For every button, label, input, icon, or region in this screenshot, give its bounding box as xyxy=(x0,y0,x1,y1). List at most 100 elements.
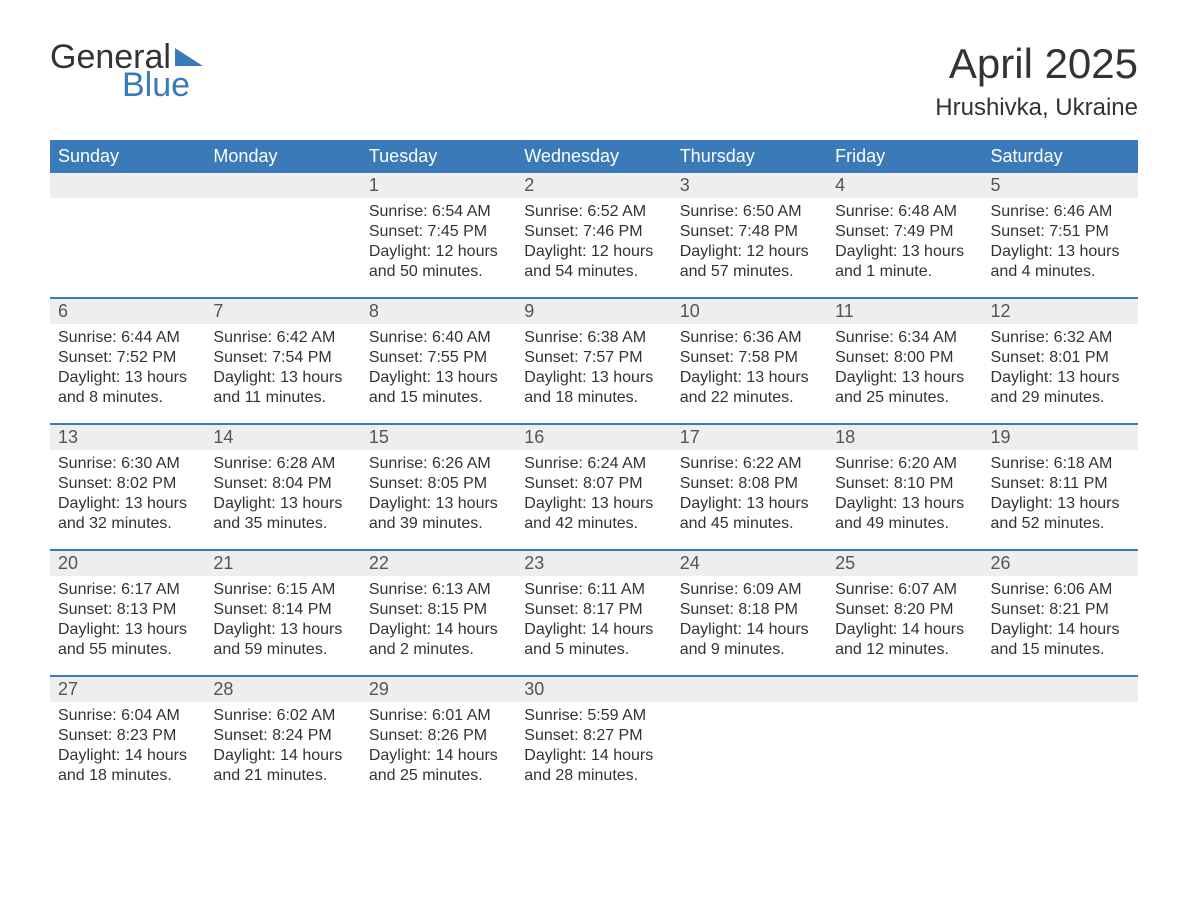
day-content-cell: Sunrise: 6:20 AMSunset: 8:10 PMDaylight:… xyxy=(827,450,982,550)
day-content-cell: Sunrise: 6:15 AMSunset: 8:14 PMDaylight:… xyxy=(205,576,360,676)
sunrise-text: Sunrise: 6:04 AM xyxy=(58,706,197,726)
day-header: Saturday xyxy=(983,140,1138,173)
day-number-cell: 17 xyxy=(672,424,827,450)
week-daynum-row: 6789101112 xyxy=(50,298,1138,324)
daylight-text: Daylight: 12 hours and 50 minutes. xyxy=(369,242,508,282)
day-number-cell: 4 xyxy=(827,173,982,198)
day-content-cell: Sunrise: 6:01 AMSunset: 8:26 PMDaylight:… xyxy=(361,702,516,802)
day-header: Sunday xyxy=(50,140,205,173)
week-daynum-row: 20212223242526 xyxy=(50,550,1138,576)
sunset-text: Sunset: 8:08 PM xyxy=(680,474,819,494)
day-content-cell: Sunrise: 6:22 AMSunset: 8:08 PMDaylight:… xyxy=(672,450,827,550)
daylight-text: Daylight: 13 hours and 52 minutes. xyxy=(991,494,1130,534)
day-number-cell: 21 xyxy=(205,550,360,576)
sunrise-text: Sunrise: 6:20 AM xyxy=(835,454,974,474)
daylight-text: Daylight: 14 hours and 25 minutes. xyxy=(369,746,508,786)
sunset-text: Sunset: 8:17 PM xyxy=(524,600,663,620)
sunset-text: Sunset: 8:14 PM xyxy=(213,600,352,620)
sunset-text: Sunset: 7:52 PM xyxy=(58,348,197,368)
sunset-text: Sunset: 7:54 PM xyxy=(213,348,352,368)
daylight-text: Daylight: 13 hours and 22 minutes. xyxy=(680,368,819,408)
sunset-text: Sunset: 8:27 PM xyxy=(524,726,663,746)
daylight-text: Daylight: 14 hours and 18 minutes. xyxy=(58,746,197,786)
sunrise-text: Sunrise: 6:22 AM xyxy=(680,454,819,474)
sunrise-text: Sunrise: 6:40 AM xyxy=(369,328,508,348)
sunrise-text: Sunrise: 6:01 AM xyxy=(369,706,508,726)
sunrise-text: Sunrise: 6:07 AM xyxy=(835,580,974,600)
day-number-cell: 15 xyxy=(361,424,516,450)
day-number-cell xyxy=(50,173,205,198)
sunset-text: Sunset: 8:15 PM xyxy=(369,600,508,620)
day-content-cell: Sunrise: 6:02 AMSunset: 8:24 PMDaylight:… xyxy=(205,702,360,802)
sunrise-text: Sunrise: 6:24 AM xyxy=(524,454,663,474)
day-content-cell: Sunrise: 6:09 AMSunset: 8:18 PMDaylight:… xyxy=(672,576,827,676)
daylight-text: Daylight: 13 hours and 55 minutes. xyxy=(58,620,197,660)
sunset-text: Sunset: 7:48 PM xyxy=(680,222,819,242)
sunset-text: Sunset: 7:46 PM xyxy=(524,222,663,242)
day-header: Thursday xyxy=(672,140,827,173)
day-header: Friday xyxy=(827,140,982,173)
daylight-text: Daylight: 14 hours and 9 minutes. xyxy=(680,620,819,660)
sunrise-text: Sunrise: 6:44 AM xyxy=(58,328,197,348)
day-number-cell: 16 xyxy=(516,424,671,450)
sunrise-text: Sunrise: 6:36 AM xyxy=(680,328,819,348)
sunrise-text: Sunrise: 6:32 AM xyxy=(991,328,1130,348)
day-content-cell: Sunrise: 6:40 AMSunset: 7:55 PMDaylight:… xyxy=(361,324,516,424)
daylight-text: Daylight: 13 hours and 25 minutes. xyxy=(835,368,974,408)
day-header-row: Sunday Monday Tuesday Wednesday Thursday… xyxy=(50,140,1138,173)
daylight-text: Daylight: 14 hours and 12 minutes. xyxy=(835,620,974,660)
day-content-cell: Sunrise: 6:13 AMSunset: 8:15 PMDaylight:… xyxy=(361,576,516,676)
day-number-cell: 19 xyxy=(983,424,1138,450)
page-header: General Blue April 2025 Hrushivka, Ukrai… xyxy=(50,40,1138,122)
sunrise-text: Sunrise: 6:02 AM xyxy=(213,706,352,726)
sunset-text: Sunset: 7:51 PM xyxy=(991,222,1130,242)
day-content-cell: Sunrise: 6:38 AMSunset: 7:57 PMDaylight:… xyxy=(516,324,671,424)
sunset-text: Sunset: 7:57 PM xyxy=(524,348,663,368)
day-content-cell: Sunrise: 5:59 AMSunset: 8:27 PMDaylight:… xyxy=(516,702,671,802)
daylight-text: Daylight: 13 hours and 4 minutes. xyxy=(991,242,1130,282)
day-content-cell: Sunrise: 6:18 AMSunset: 8:11 PMDaylight:… xyxy=(983,450,1138,550)
sunset-text: Sunset: 8:02 PM xyxy=(58,474,197,494)
sunrise-text: Sunrise: 6:17 AM xyxy=(58,580,197,600)
daylight-text: Daylight: 13 hours and 45 minutes. xyxy=(680,494,819,534)
day-number-cell: 13 xyxy=(50,424,205,450)
day-number-cell xyxy=(827,676,982,702)
sunrise-text: Sunrise: 6:06 AM xyxy=(991,580,1130,600)
daylight-text: Daylight: 13 hours and 49 minutes. xyxy=(835,494,974,534)
sunset-text: Sunset: 8:00 PM xyxy=(835,348,974,368)
sunset-text: Sunset: 8:23 PM xyxy=(58,726,197,746)
day-content-cell xyxy=(50,198,205,298)
sunrise-text: Sunrise: 6:30 AM xyxy=(58,454,197,474)
sunrise-text: Sunrise: 6:54 AM xyxy=(369,202,508,222)
month-title: April 2025 xyxy=(935,40,1138,88)
calendar-table: Sunday Monday Tuesday Wednesday Thursday… xyxy=(50,140,1138,802)
daylight-text: Daylight: 14 hours and 15 minutes. xyxy=(991,620,1130,660)
sunset-text: Sunset: 7:45 PM xyxy=(369,222,508,242)
daylight-text: Daylight: 13 hours and 8 minutes. xyxy=(58,368,197,408)
day-content-cell: Sunrise: 6:07 AMSunset: 8:20 PMDaylight:… xyxy=(827,576,982,676)
week-daynum-row: 27282930 xyxy=(50,676,1138,702)
day-content-cell: Sunrise: 6:32 AMSunset: 8:01 PMDaylight:… xyxy=(983,324,1138,424)
sunrise-text: Sunrise: 6:11 AM xyxy=(524,580,663,600)
sunset-text: Sunset: 7:49 PM xyxy=(835,222,974,242)
day-number-cell xyxy=(672,676,827,702)
sunrise-text: Sunrise: 6:13 AM xyxy=(369,580,508,600)
daylight-text: Daylight: 14 hours and 28 minutes. xyxy=(524,746,663,786)
daylight-text: Daylight: 12 hours and 57 minutes. xyxy=(680,242,819,282)
sunset-text: Sunset: 8:24 PM xyxy=(213,726,352,746)
week-content-row: Sunrise: 6:17 AMSunset: 8:13 PMDaylight:… xyxy=(50,576,1138,676)
day-number-cell: 14 xyxy=(205,424,360,450)
day-number-cell: 25 xyxy=(827,550,982,576)
day-number-cell: 23 xyxy=(516,550,671,576)
sunset-text: Sunset: 8:11 PM xyxy=(991,474,1130,494)
sunset-text: Sunset: 8:10 PM xyxy=(835,474,974,494)
sunset-text: Sunset: 8:05 PM xyxy=(369,474,508,494)
day-content-cell: Sunrise: 6:52 AMSunset: 7:46 PMDaylight:… xyxy=(516,198,671,298)
day-content-cell: Sunrise: 6:04 AMSunset: 8:23 PMDaylight:… xyxy=(50,702,205,802)
day-number-cell: 7 xyxy=(205,298,360,324)
day-number-cell: 20 xyxy=(50,550,205,576)
sunset-text: Sunset: 8:26 PM xyxy=(369,726,508,746)
day-number-cell: 24 xyxy=(672,550,827,576)
sunrise-text: Sunrise: 6:46 AM xyxy=(991,202,1130,222)
day-content-cell: Sunrise: 6:46 AMSunset: 7:51 PMDaylight:… xyxy=(983,198,1138,298)
